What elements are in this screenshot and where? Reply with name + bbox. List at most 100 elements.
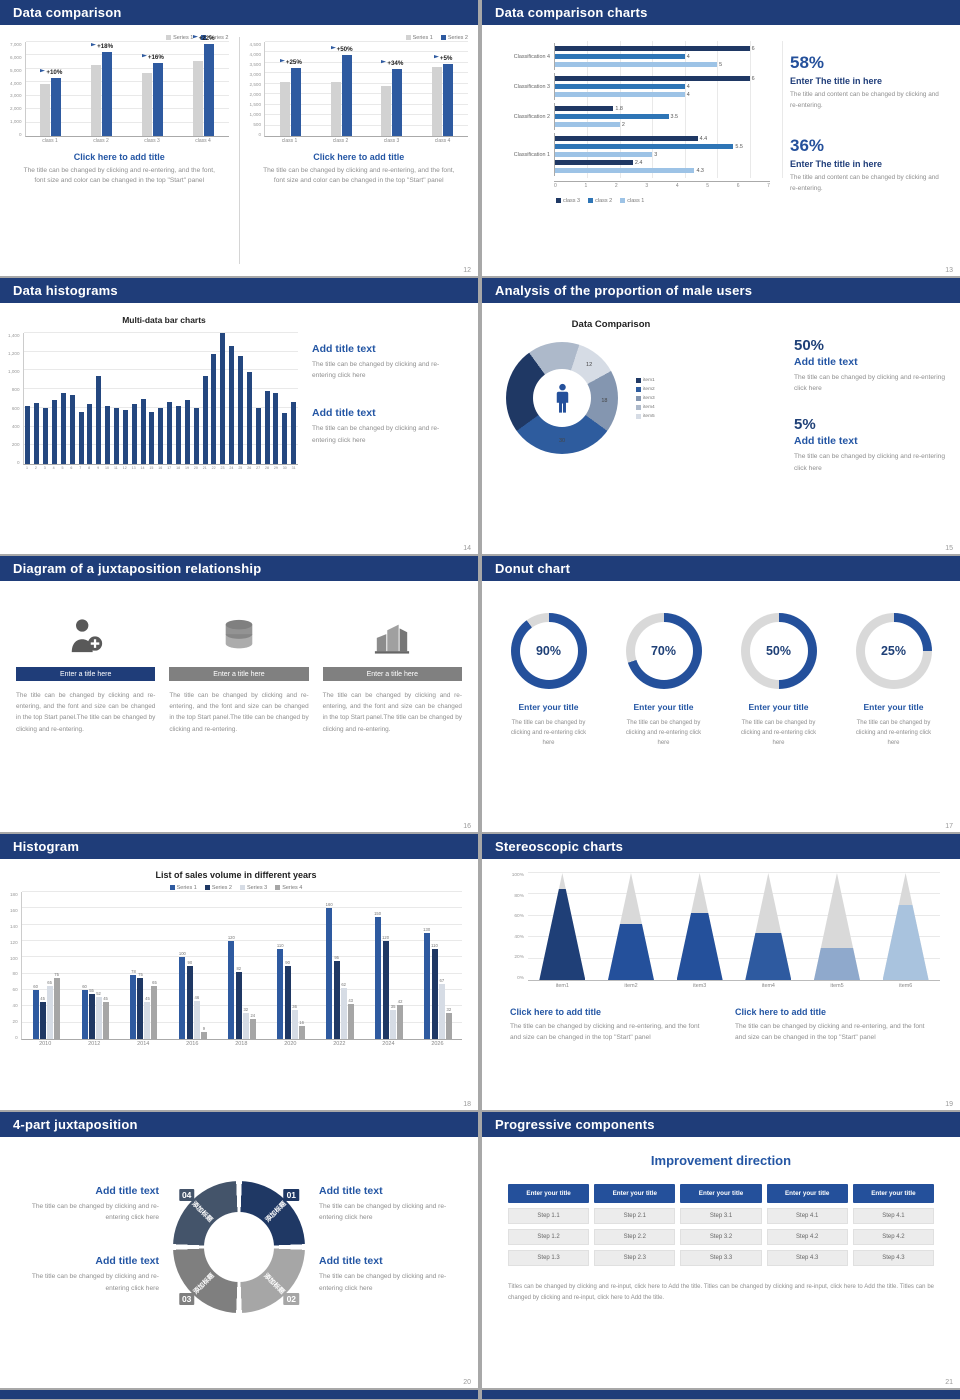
- donut-percentage: 25%: [880, 644, 907, 658]
- gridline: [265, 61, 468, 63]
- bar: [228, 941, 235, 1039]
- bar-value: 120: [382, 935, 390, 940]
- legend-swatch: [636, 413, 641, 419]
- gridline: [265, 41, 468, 42]
- bar-value: 75: [138, 971, 143, 977]
- enter-title-button: Enter your title: [594, 1184, 676, 1203]
- slide-body: Classification 4 6 4 5 Classification 3 6 4 4 Cl…: [482, 25, 960, 276]
- slide-13-data-comparison-charts[interactable]: Data comparison charts Classification 4 6…: [482, 0, 960, 276]
- growth-label: +5%: [417, 54, 468, 62]
- y-tick-label: 6,000: [10, 54, 22, 60]
- slide-20-four-part-juxtaposition[interactable]: 4-part juxtaposition Add title text The …: [0, 1112, 478, 1388]
- legend-swatch: [204, 885, 210, 890]
- legend-item: class 1: [620, 198, 644, 204]
- text-block: Add title text The title can be changed …: [312, 407, 462, 445]
- x-tick-label: item6: [899, 983, 913, 989]
- slide-12-data-comparison[interactable]: Data comparison Series 1 Series 2 7,000 6,0…: [0, 0, 478, 276]
- slide-15-male-users-proportion[interactable]: Analysis of the proportion of male users…: [482, 278, 960, 554]
- slide-19-stereoscopic-charts[interactable]: Stereoscopic charts 100% 80% 60% 40% 20% 0% it…: [482, 834, 960, 1110]
- x-tick-label: class 2: [332, 138, 349, 144]
- donut-value-label: 18: [601, 397, 608, 404]
- x-tick-label: class 1: [42, 138, 58, 144]
- y-tick-label: 1,000: [8, 369, 20, 375]
- bar-group: [201, 333, 210, 464]
- bar: [40, 83, 51, 136]
- item-title-bar: Enter a title here: [169, 667, 309, 681]
- x-axis: class 1 class 2 class 3 class 4: [25, 138, 229, 144]
- slide-title: Progressive components: [495, 1117, 655, 1132]
- bar: [333, 961, 340, 1039]
- slide-21-progressive-components[interactable]: Progressive components Improvement direc…: [482, 1112, 960, 1388]
- bar-wrap: 160: [326, 892, 333, 1039]
- x-tick-label: 28: [264, 466, 269, 470]
- growth-value: +50%: [336, 45, 353, 53]
- flag-icon: [433, 54, 439, 62]
- flag-icon: [141, 53, 147, 61]
- bar: [445, 1012, 452, 1039]
- slide-18-histogram[interactable]: Histogram List of sales volume in differ…: [0, 834, 478, 1110]
- x-tick-label: item2: [624, 983, 638, 989]
- caption-body: The title can be changed by clicking and…: [263, 167, 455, 185]
- slide-body: Multi-data bar charts 1,400 1,200 1,000 800…: [0, 303, 478, 554]
- bar-wrap: [105, 333, 111, 464]
- bar: [152, 62, 163, 136]
- y-tick-label: 100: [10, 955, 18, 961]
- gridline: [21, 891, 462, 892]
- bar: [555, 53, 685, 60]
- bar-wrap: [52, 333, 57, 464]
- chart-legend: Series 1 Series 2: [250, 33, 468, 42]
- bar-wrap: 43: [347, 892, 354, 1039]
- text-block: Add title text The title can be changed …: [319, 1185, 466, 1223]
- donut-hole: 70%: [634, 622, 693, 680]
- slide-header: Histogram: [0, 834, 478, 859]
- bar-wrap: 65: [151, 892, 158, 1039]
- page-number: 15: [945, 545, 953, 552]
- plot-column: +25% +50% +34% +5% class 1 class 2 class 3 clas…: [264, 41, 468, 144]
- growth-label: +18%: [76, 43, 127, 51]
- slide-body: Series 1 Series 2 7,000 6,000 5,000 4,000 3,00…: [0, 25, 478, 276]
- next-slide-header-peek: [0, 1390, 478, 1399]
- left-chart-panel: Series 1 Series 2 7,000 6,000 5,000 4,000 3,00…: [0, 25, 239, 276]
- x-tick-label: 11: [113, 466, 118, 470]
- bar-wrap: 45: [102, 892, 109, 1039]
- slide-14-data-histograms[interactable]: Data histograms Multi-data bar charts 1,…: [0, 278, 478, 554]
- x-tick-label: 7: [79, 466, 82, 470]
- donut-block: 90% Enter your title The title can be chan…: [496, 613, 601, 749]
- stat-body: The title can be changed by clicking and…: [794, 453, 946, 472]
- bar-group: [94, 333, 103, 464]
- bar: [96, 376, 102, 464]
- bar-group: [59, 333, 68, 464]
- bar-group: +34%: [367, 42, 418, 136]
- slide-17-donut-chart[interactable]: Donut chart 90% Enter your title The title…: [482, 556, 960, 832]
- bar-group: [183, 333, 192, 464]
- chart-body: 7,000 6,000 5,000 4,000 3,000 2,000 1,000 0 +10%…: [10, 35, 229, 144]
- y-tick-label: 140: [10, 923, 18, 929]
- bar-wrap: 82: [235, 892, 242, 1039]
- hbar-group: 1.8 3.5 2: [554, 101, 783, 132]
- cone-fill: [607, 924, 654, 980]
- bar-value: 78: [131, 969, 136, 975]
- bar-wrap: [192, 42, 203, 136]
- y-tick-label: 7,000: [10, 42, 22, 47]
- step-item: Step 2.2: [594, 1229, 676, 1245]
- gridline: [25, 108, 229, 110]
- bar: [264, 391, 270, 464]
- bar-value: 5.5: [735, 143, 743, 150]
- gridline: [265, 51, 468, 53]
- block-body: The title can be changed by clicking and…: [319, 1273, 447, 1292]
- slide-16-juxtaposition-diagram[interactable]: Diagram of a juxtaposition relationship …: [0, 556, 478, 832]
- gridline-vertical: [652, 131, 654, 178]
- bar: [149, 411, 155, 464]
- donut-value-label: 30: [558, 437, 566, 444]
- bar: [130, 975, 137, 1039]
- y-tick-label: 5,000: [10, 67, 22, 73]
- bar-value: 24: [250, 1013, 256, 1019]
- bar: [381, 85, 392, 136]
- legend-item: item2: [636, 386, 655, 392]
- cone: [745, 873, 792, 980]
- y-tick-label: 1,400: [8, 333, 20, 338]
- bar: [131, 404, 137, 464]
- stat-title: Enter The title in here: [790, 158, 883, 169]
